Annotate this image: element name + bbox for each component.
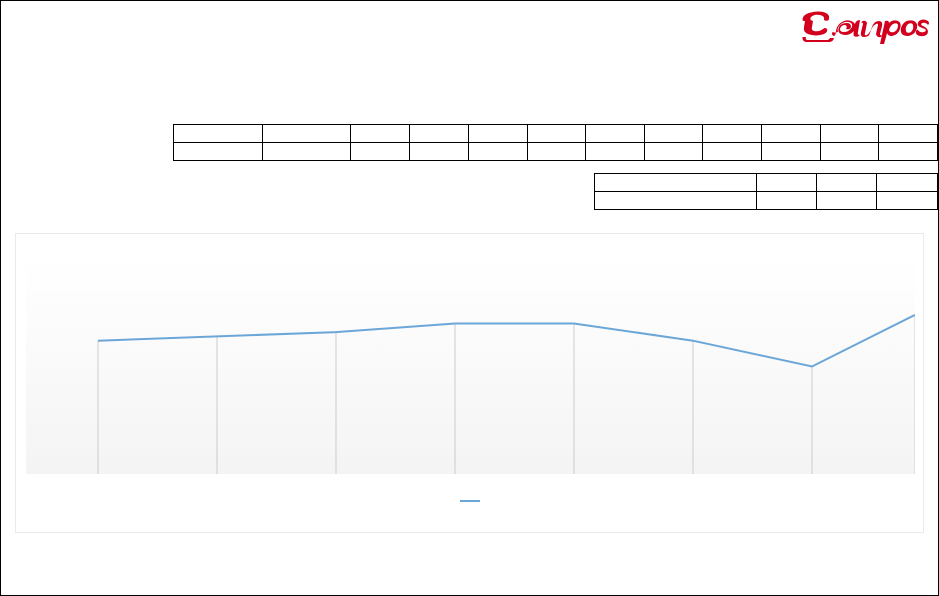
table-1 xyxy=(173,124,938,161)
table-2 xyxy=(594,173,938,210)
table-row xyxy=(595,174,938,192)
table-row xyxy=(174,143,938,161)
chart-plot-area xyxy=(26,259,915,474)
chart-container xyxy=(15,233,924,533)
danfoss-logo xyxy=(800,6,930,44)
line-chart xyxy=(26,259,915,474)
chart-legend-line xyxy=(460,500,480,502)
table-row xyxy=(595,192,938,210)
table-row xyxy=(174,125,938,143)
